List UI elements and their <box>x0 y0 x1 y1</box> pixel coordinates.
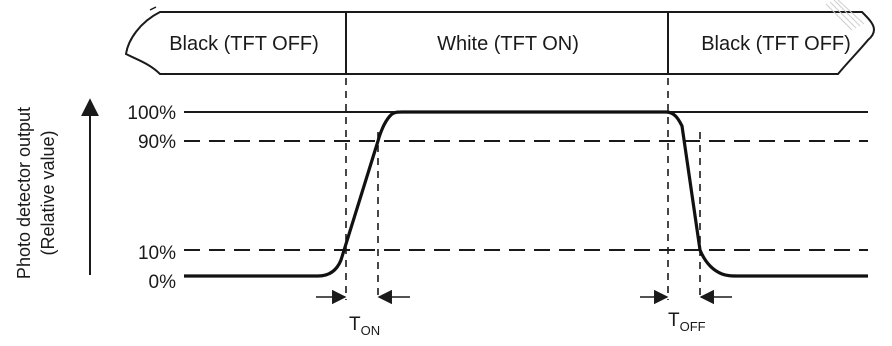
level-label-90: 90% <box>138 132 176 153</box>
corner-hatch <box>825 0 865 31</box>
state-label-right: Black (TFT OFF) <box>701 33 851 55</box>
timing-guides <box>345 78 701 300</box>
t-off-label: TOFF <box>668 310 706 334</box>
y-axis-label-line1: Photo detector output <box>14 107 34 279</box>
state-band <box>124 11 876 75</box>
state-band-outline <box>124 11 876 75</box>
state-label-left: Black (TFT OFF) <box>169 33 319 55</box>
response-waveform <box>184 110 868 278</box>
level-label-0: 0% <box>149 272 177 293</box>
y-axis-label: Photo detector output (Relative value) <box>14 107 58 279</box>
t-on-label: TON <box>349 314 380 338</box>
band-tick-mark <box>149 6 157 11</box>
level-label-10: 10% <box>138 243 176 264</box>
level-label-100: 100% <box>127 103 176 124</box>
state-label-middle: White (TFT ON) <box>437 33 579 55</box>
y-axis-label-line2: (Relative value) <box>38 130 58 255</box>
